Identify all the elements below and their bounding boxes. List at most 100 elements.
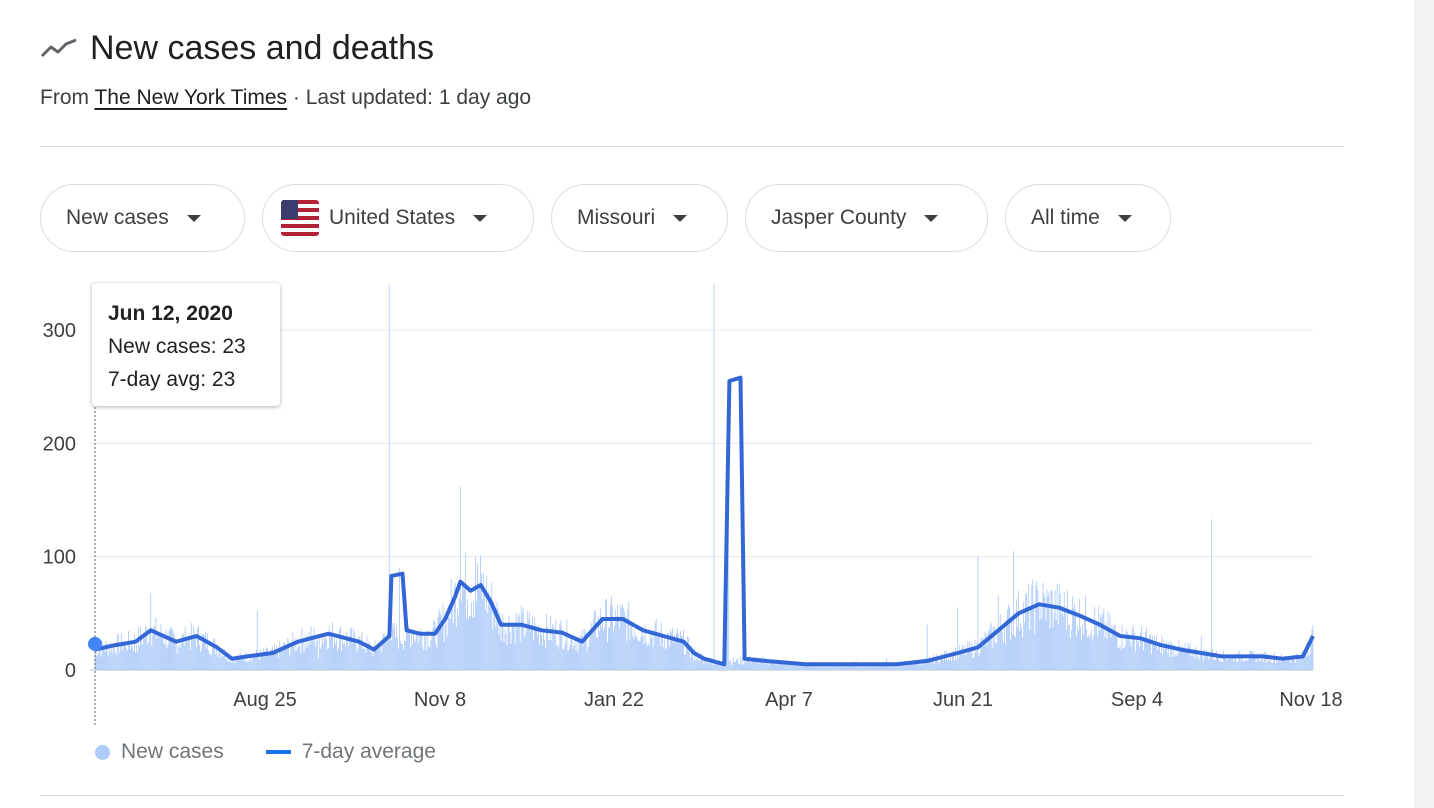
daily-bar — [1192, 655, 1194, 670]
daily-bar — [730, 664, 732, 670]
daily-bar — [1210, 519, 1212, 670]
daily-bar — [714, 660, 716, 670]
daily-bar — [535, 625, 536, 670]
country-dropdown[interactable]: United States — [262, 184, 534, 252]
state-dropdown[interactable]: Missouri — [551, 184, 728, 252]
daily-bar — [1017, 627, 1018, 670]
daily-bar — [1101, 617, 1103, 670]
daily-bar — [1203, 648, 1205, 670]
y-tick-label: 100 — [43, 547, 76, 569]
daily-bar — [1281, 654, 1282, 670]
daily-bar — [588, 639, 590, 670]
daily-bar — [194, 637, 196, 670]
daily-bar — [597, 616, 599, 670]
daily-bar — [923, 658, 925, 670]
daily-bar — [617, 604, 619, 670]
daily-bar — [763, 656, 765, 670]
daily-bar — [717, 663, 719, 670]
daily-bar — [1280, 661, 1281, 670]
daily-bar — [453, 586, 455, 670]
daily-bar — [135, 653, 136, 670]
daily-bar — [1226, 659, 1228, 670]
daily-bar — [554, 635, 556, 670]
daily-bar — [651, 632, 653, 670]
daily-bar — [234, 663, 236, 670]
daily-bar — [1139, 632, 1141, 670]
daily-bar — [747, 657, 749, 670]
daily-bar — [1310, 641, 1312, 670]
daily-bar — [1213, 659, 1214, 670]
daily-bar — [149, 632, 151, 670]
daily-bar — [942, 655, 943, 670]
daily-bar — [879, 664, 880, 670]
daily-bar — [582, 645, 584, 670]
daily-bar — [221, 653, 223, 670]
daily-bar — [361, 632, 363, 670]
daily-bar — [1069, 637, 1071, 670]
daily-bar — [1030, 608, 1032, 670]
chevron-down-icon — [1117, 214, 1132, 222]
daily-bar — [226, 656, 228, 670]
daily-bar — [270, 650, 271, 670]
cases-chart[interactable]: 0 100 200 300 Aug 25 Nov 8 Jan 22 Apr 7 Jun 21 S… — [0, 270, 1380, 730]
daily-bar — [822, 663, 824, 670]
daily-bar — [652, 647, 654, 670]
daily-bar — [667, 632, 669, 670]
daily-bar — [530, 624, 532, 670]
daily-bar — [205, 631, 206, 670]
daily-bar — [847, 664, 849, 670]
daily-bar — [1022, 637, 1024, 670]
daily-bar — [418, 642, 420, 670]
daily-bar — [1128, 636, 1130, 670]
metric-dropdown[interactable]: New cases — [40, 184, 245, 252]
daily-bar — [929, 657, 931, 670]
daily-bar — [991, 648, 993, 670]
daily-bar — [1178, 640, 1180, 670]
daily-bar — [1012, 634, 1013, 670]
daily-bar — [1301, 650, 1303, 670]
daily-bar — [412, 643, 414, 670]
daily-bar — [676, 632, 677, 670]
county-dropdown-label: Jasper County — [771, 206, 907, 229]
daily-bar — [919, 665, 921, 670]
daily-bar — [1135, 638, 1137, 670]
source-link[interactable]: The New York Times — [94, 86, 288, 109]
daily-bar — [1026, 592, 1028, 670]
daily-bar — [660, 622, 662, 670]
scrollbar-track[interactable] — [1414, 0, 1434, 808]
daily-bar — [204, 636, 205, 670]
daily-bar — [621, 607, 623, 670]
daily-bar — [136, 644, 137, 670]
daily-bar — [1150, 634, 1151, 670]
time-range-dropdown[interactable]: All time — [1005, 184, 1171, 252]
daily-bar — [533, 617, 535, 670]
daily-bar — [255, 649, 257, 670]
daily-bar — [605, 599, 606, 670]
daily-bar — [202, 633, 203, 670]
daily-bar — [402, 643, 403, 670]
daily-bar — [601, 619, 603, 670]
daily-bar — [786, 660, 788, 670]
daily-bar — [1093, 635, 1095, 670]
daily-bar — [739, 663, 740, 670]
daily-bar — [272, 646, 273, 670]
y-tick-label: 0 — [65, 660, 76, 682]
daily-bar — [277, 651, 279, 670]
daily-bar — [227, 662, 229, 670]
tooltip-new-cases: New cases: 23 — [108, 335, 246, 358]
daily-bar — [634, 631, 636, 670]
daily-bar — [1162, 654, 1164, 670]
county-dropdown[interactable]: Jasper County — [745, 184, 988, 252]
daily-bar — [362, 649, 364, 670]
daily-bar — [658, 630, 660, 670]
daily-bar — [710, 657, 712, 670]
daily-bar — [1023, 601, 1025, 670]
daily-bar — [673, 642, 674, 670]
daily-bar — [313, 627, 315, 670]
daily-bar — [481, 573, 483, 670]
daily-bar — [304, 642, 306, 670]
tooltip-date: Jun 12, 2020 — [108, 302, 233, 325]
daily-bar — [1289, 660, 1291, 670]
daily-bar — [611, 596, 612, 670]
trend-line-icon — [40, 38, 77, 58]
